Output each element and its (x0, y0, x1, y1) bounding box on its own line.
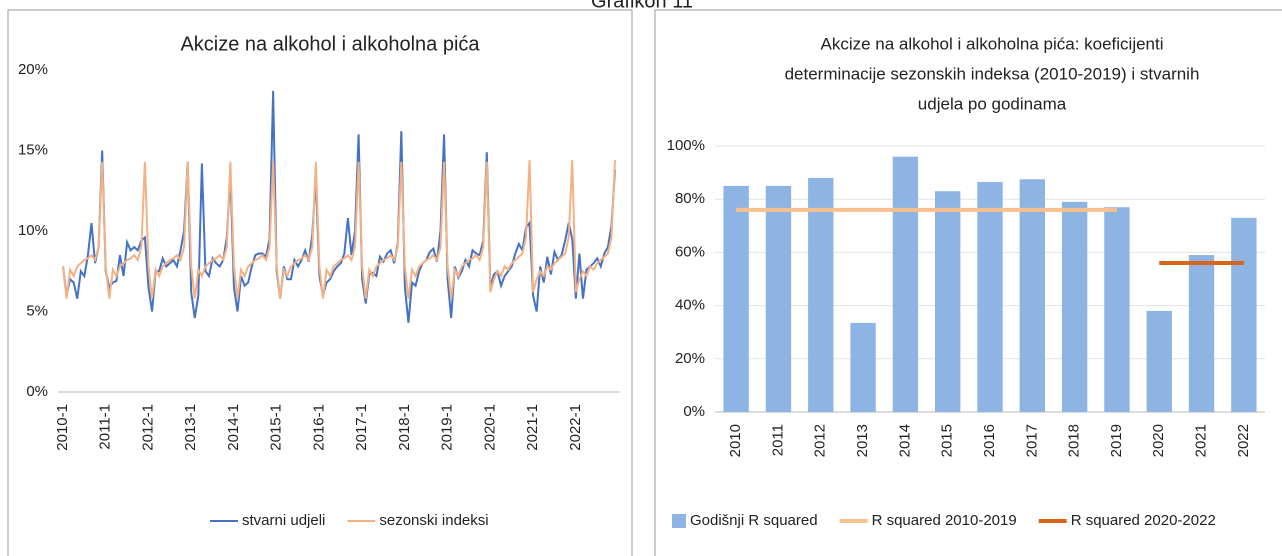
x-tick-label: 2016 (981, 424, 998, 457)
bar (1188, 255, 1215, 412)
legend-label: Godišnji R squared (690, 512, 818, 529)
x-tick-label: 2011-1 (97, 404, 114, 450)
x-tick-label: 2022-1 (567, 404, 584, 451)
bar (850, 322, 876, 412)
x-tick-label: 2014-1 (225, 404, 242, 451)
panel (654, 9, 1282, 556)
y-tick-label: 20% (18, 61, 48, 78)
bar (808, 177, 834, 412)
x-tick-label: 2019 (1108, 424, 1125, 457)
bar (1146, 310, 1172, 412)
x-tick-label: 2017 (1023, 424, 1040, 457)
chart-title: Akcize na alkohol i alkoholna pića: koef… (820, 34, 1163, 53)
x-tick-label: 2019-1 (439, 404, 456, 451)
x-tick-label: 2018-1 (396, 404, 413, 451)
y-tick-label: 0% (683, 403, 705, 420)
panel (7, 9, 633, 556)
x-tick-label: 2020-1 (481, 404, 498, 451)
x-tick-label: 2021 (1193, 424, 1210, 457)
x-tick-label: 2012-1 (139, 404, 156, 451)
chart-title: udjela po godinama (918, 94, 1067, 113)
x-tick-label: 2021-1 (524, 404, 541, 451)
bar (1019, 179, 1045, 412)
y-tick-label: 60% (675, 243, 705, 260)
y-tick-label: 40% (675, 297, 705, 314)
legend-swatch (672, 514, 686, 528)
bar (1104, 207, 1130, 412)
bar (765, 185, 792, 412)
x-tick-label: 2014 (896, 424, 913, 457)
bar (1061, 201, 1088, 412)
chart-title: Akcize na alkohol i alkoholna pića (180, 33, 480, 55)
bar (1231, 217, 1257, 412)
x-tick-label: 2010-1 (54, 404, 71, 451)
x-tick-label: 2012 (812, 424, 829, 457)
x-tick-label: 2017-1 (353, 404, 370, 451)
x-tick-label: 2015-1 (268, 404, 285, 451)
x-tick-label: 2010 (727, 424, 744, 457)
x-tick-label: 2018 (1066, 424, 1083, 457)
legend-label: R squared 2010-2019 (872, 512, 1017, 529)
x-tick-label: 2022 (1235, 424, 1252, 457)
y-tick-label: 15% (18, 141, 48, 158)
y-tick-label: 5% (26, 302, 48, 319)
legend-label: R squared 2020-2022 (1071, 512, 1216, 529)
legend-label: sezonski indeksi (379, 512, 488, 529)
x-tick-label: 2016-1 (310, 404, 327, 451)
x-tick-label: 2013-1 (182, 404, 199, 451)
y-tick-label: 80% (675, 190, 705, 207)
y-tick-label: 100% (667, 137, 705, 154)
bar (892, 156, 919, 412)
bar (723, 185, 749, 412)
x-tick-label: 2013 (854, 424, 871, 457)
chart-title: determinacije sezonskih indeksa (2010-20… (785, 64, 1200, 83)
x-tick-label: 2011 (769, 424, 786, 456)
bar (977, 181, 1003, 412)
y-tick-label: 0% (26, 383, 48, 400)
caption: Grafikon 11 (591, 0, 693, 12)
y-tick-label: 10% (18, 222, 48, 239)
x-tick-label: 2020 (1150, 424, 1167, 457)
y-tick-label: 20% (675, 350, 705, 367)
line (62, 160, 616, 299)
bar (935, 191, 961, 412)
x-tick-label: 2015 (939, 424, 956, 457)
legend-label: stvarni udjeli (242, 512, 325, 529)
